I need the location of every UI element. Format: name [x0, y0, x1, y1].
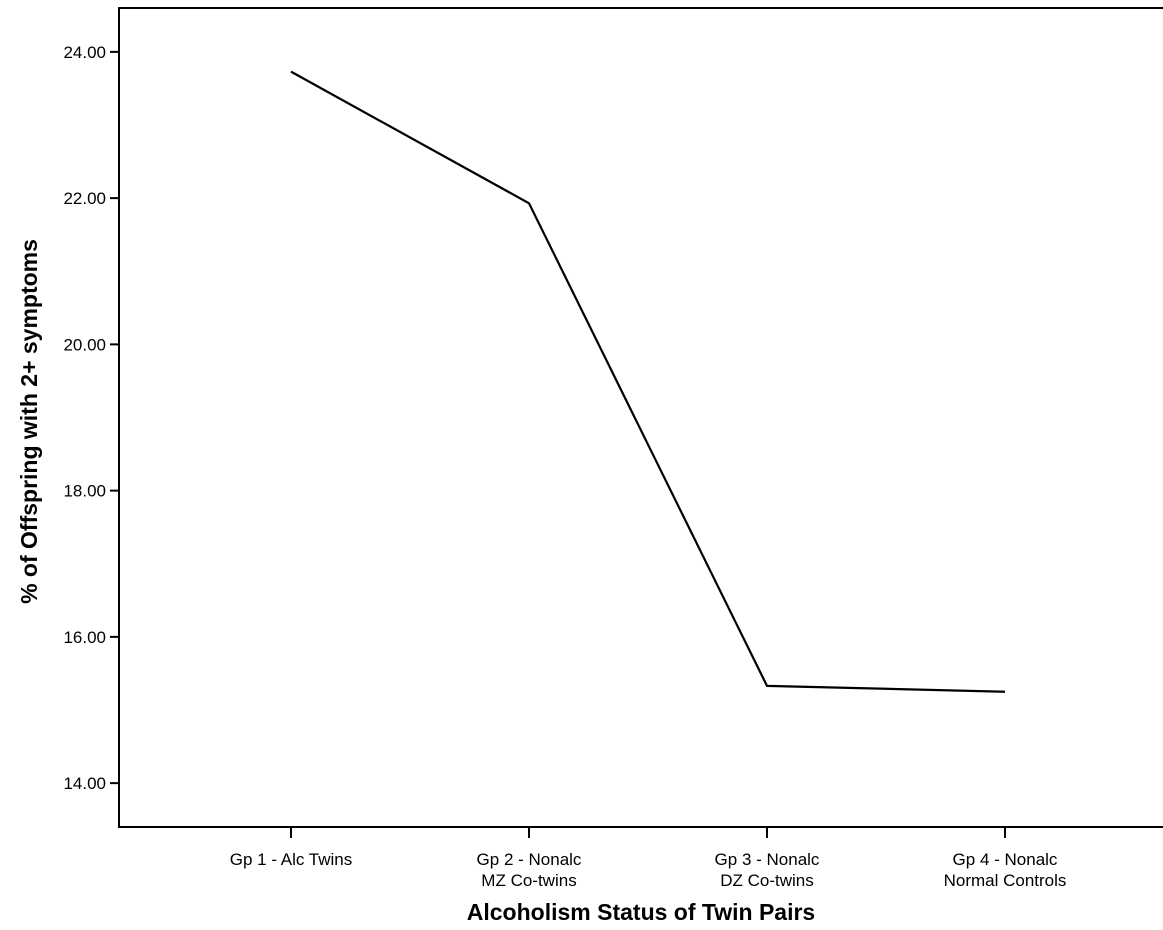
x-axis-title: Alcoholism Status of Twin Pairs	[467, 899, 815, 925]
y-tick-label: 24.00	[63, 43, 106, 62]
axes	[118, 7, 1163, 828]
x-tick-label: Normal Controls	[944, 871, 1067, 890]
x-tick-label: DZ Co-twins	[720, 871, 814, 890]
plot-frame	[118, 7, 1163, 828]
y-axis-ticks: 14.00 16.00 18.00 20.00 22.00 24.00	[63, 43, 119, 793]
y-tick-label: 18.00	[63, 482, 106, 501]
y-tick-label: 14.00	[63, 774, 106, 793]
x-tick-label: Gp 3 - Nonalc	[715, 850, 820, 869]
y-tick-label: 22.00	[63, 189, 106, 208]
x-tick-label: Gp 1 - Alc Twins	[230, 850, 353, 869]
series-line	[290, 70, 1006, 693]
x-tick-label: MZ Co-twins	[481, 871, 576, 890]
x-tick-label: Gp 2 - Nonalc	[477, 850, 582, 869]
series-lines	[290, 70, 1006, 693]
y-axis-title: % of Offspring with 2+ symptoms	[16, 239, 42, 604]
y-tick-label: 20.00	[63, 335, 106, 354]
x-axis-ticks: Gp 1 - Alc Twins Gp 2 - Nonalc MZ Co-twins…	[230, 827, 1067, 890]
y-tick-label: 16.00	[63, 628, 106, 647]
x-tick-label: Gp 4 - Nonalc	[953, 850, 1058, 869]
